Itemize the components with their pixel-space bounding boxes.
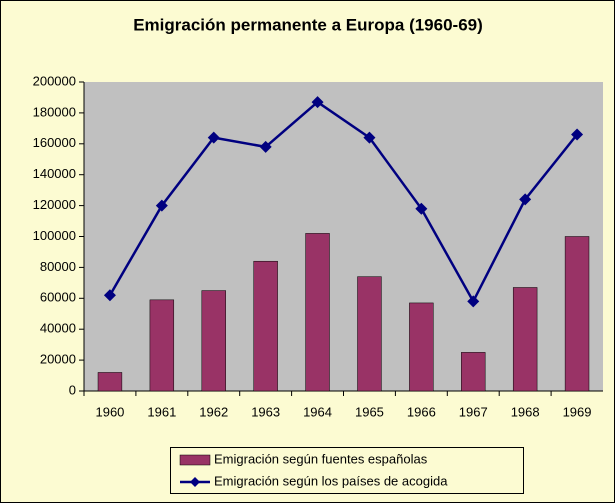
legend-swatch — [179, 454, 211, 466]
x-tick-label: 1963 — [251, 404, 280, 419]
bar — [564, 236, 590, 392]
legend-label: Emigración según fuentes españolas — [214, 451, 428, 466]
bar — [201, 290, 226, 392]
legend — [170, 447, 524, 494]
y-tick-label: 100000 — [33, 228, 76, 243]
y-tick-label: 40000 — [40, 321, 76, 336]
x-tick-label: 1961 — [147, 404, 176, 419]
marker — [259, 140, 272, 153]
x-tick-label: 1969 — [563, 404, 592, 419]
x-tick-label: 1968 — [511, 404, 540, 419]
x-tick-label: 1962 — [199, 404, 228, 419]
y-tick-label: 160000 — [33, 135, 76, 150]
marker — [103, 289, 116, 302]
y-tick-label: 0 — [69, 382, 76, 397]
y-tick-label: 80000 — [40, 259, 76, 274]
bar — [253, 260, 278, 392]
x-tick-label: 1964 — [303, 404, 332, 419]
y-tick-label: 180000 — [33, 104, 76, 119]
legend-marker — [190, 477, 200, 487]
marker — [311, 96, 324, 109]
bar — [461, 352, 486, 392]
marker — [207, 131, 220, 144]
marker — [415, 202, 428, 215]
y-tick-label: 120000 — [33, 197, 76, 212]
y-tick-label: 140000 — [33, 166, 76, 181]
x-tick-label: 1965 — [355, 404, 384, 419]
y-tick-label: 60000 — [40, 290, 76, 305]
marker — [467, 295, 480, 308]
chart-title: Emigración permanente a Europa (1960-69) — [133, 15, 483, 34]
x-tick-label: 1966 — [407, 404, 436, 419]
x-tick-label: 1967 — [459, 404, 488, 419]
bar — [305, 233, 330, 392]
marker — [519, 193, 532, 206]
bar — [149, 299, 175, 392]
bar — [409, 302, 434, 392]
bar — [357, 276, 382, 392]
bar — [97, 372, 123, 392]
marker — [571, 128, 584, 141]
line — [108, 100, 579, 305]
legend-label: Emigración según los países de acogida — [214, 473, 448, 488]
y-tick-label: 20000 — [40, 352, 76, 367]
marker — [155, 199, 168, 212]
x-tick-label: 1960 — [95, 404, 124, 419]
marker — [363, 131, 376, 144]
y-tick-label: 200000 — [33, 73, 76, 88]
bar — [512, 287, 538, 392]
